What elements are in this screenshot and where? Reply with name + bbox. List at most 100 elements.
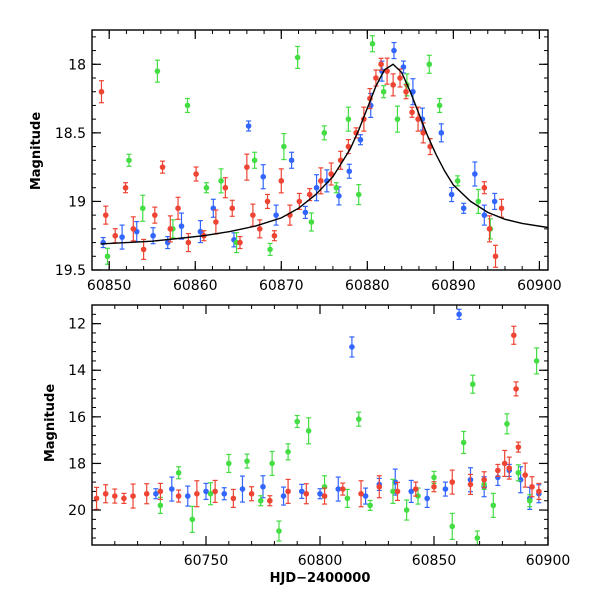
panel-top-data-point [130, 216, 137, 242]
y-tick-label: 18 [68, 57, 86, 73]
panel-bottom-data-point [355, 411, 362, 427]
panel-bottom-data-point [390, 478, 396, 505]
panel-bottom-data-point [93, 486, 100, 510]
panel-top-data-point [345, 106, 352, 132]
panel-bottom-data-point [513, 381, 519, 397]
panel-top-data-point [400, 60, 407, 74]
panel-bottom-data-point [184, 485, 191, 507]
panel-bottom-data-point [153, 488, 159, 500]
panel-bottom-data-point [495, 463, 501, 478]
panel-top-data-point [328, 162, 334, 186]
panel-top-data-point [426, 54, 433, 74]
panel-top-data-point [178, 212, 185, 240]
panel-bottom-plot-area [93, 308, 542, 545]
panel-bottom-data-point [294, 414, 301, 429]
panel-top-data-point [391, 41, 397, 60]
panel-top-data-point [420, 122, 427, 144]
panel-bottom-data-point [340, 482, 346, 496]
panel-top-data-point [369, 35, 376, 53]
panel-top-data-point [213, 209, 219, 235]
panel-top-data-point [409, 106, 415, 118]
panel-top-data-point [139, 194, 146, 222]
panel-bottom-data-point [244, 453, 250, 469]
panel-top-data-point [222, 177, 229, 199]
panel-top-data-point [448, 186, 455, 203]
panel-top-data-point [373, 69, 379, 87]
panel-top-data-point [436, 97, 443, 114]
panel-bottom-data-point [221, 487, 228, 501]
panel-bottom-data-point [522, 462, 528, 488]
panel-top-data-point [152, 206, 158, 224]
panel-bottom-data-point [501, 449, 508, 478]
y-tick-label: 16 [68, 410, 86, 426]
panel-bottom-data-point [474, 530, 481, 545]
panel-bottom-ylabel: Magnitude [43, 384, 58, 463]
panel-bottom-data-point [490, 492, 497, 518]
panel-top-data-point [154, 59, 161, 83]
panel-top-data-point [250, 203, 256, 227]
panel-bottom-xlabel: HJD−2400000 [270, 571, 371, 586]
panel-top-data-point [102, 205, 109, 225]
panel-top-data-point [264, 193, 271, 210]
panel-top-data-point [218, 168, 224, 194]
panel-top-data-point [184, 97, 191, 114]
x-tick-label: 60800 [298, 553, 343, 569]
y-tick-label: 20 [68, 503, 86, 519]
panel-top-data-point [460, 202, 467, 214]
panel-bottom-data-point [269, 450, 275, 477]
panel-bottom-data-point [460, 430, 467, 455]
panel-top-data-point [175, 196, 181, 220]
panel-bottom-data-point [317, 488, 323, 500]
panel-bottom-data-point [239, 475, 246, 503]
panel-top-data-point [100, 236, 106, 249]
panel-top-data-point [486, 215, 493, 243]
panel-bottom-data-point [511, 325, 517, 345]
panel-top-data-point [159, 160, 166, 174]
panel-bottom-data-point [533, 347, 540, 375]
panel-bottom-data-point [481, 471, 487, 489]
panel-bottom-data-point [102, 484, 109, 504]
panel-top-data-point [271, 230, 278, 242]
panel-bottom-data-point [267, 495, 273, 507]
panel-bottom-data-point [207, 482, 214, 506]
panel-top-data-point [133, 221, 140, 243]
panel-bottom-data-point [424, 488, 430, 508]
panel-top-data-point [475, 188, 482, 215]
x-tick-label: 60870 [259, 278, 304, 294]
panel-top-data-point [112, 228, 119, 244]
panel-bottom-data-point [504, 413, 510, 435]
panel-top-data-point [164, 235, 171, 250]
y-tick-label: 19 [68, 194, 86, 210]
panel-top-data-point [244, 153, 250, 181]
panel-top-data-point [260, 164, 267, 190]
panel-bottom-data-point [212, 479, 218, 504]
panel-top-data-point [237, 235, 243, 250]
panel-bottom-data-point [367, 499, 373, 511]
panel-bottom-data-point [403, 499, 410, 521]
panel-bottom-data-point [230, 488, 237, 508]
panel-bottom-data-point [449, 512, 456, 540]
panel-bottom-data-point [442, 481, 449, 497]
panel-bottom-data-point [130, 483, 136, 509]
panel-bottom-data-point [515, 441, 522, 453]
panel-bottom-data-point [169, 476, 175, 502]
panel-bottom-data-point [226, 453, 232, 474]
panel-bottom-data-point [298, 483, 305, 500]
panel-bottom-data-point [175, 466, 182, 480]
panel-bottom-data-point [529, 476, 535, 498]
panel-bottom-data-point [362, 487, 369, 505]
y-tick-label: 14 [68, 363, 86, 379]
panel-bottom-data-point [157, 482, 164, 501]
panel-top-data-point [454, 175, 461, 187]
panel-bottom-data-point [449, 469, 456, 495]
panel-bottom-data-point [515, 464, 522, 482]
panel-top-data-point [380, 85, 387, 99]
panel-bottom-data-point [112, 488, 118, 504]
panel-top-data-point [492, 244, 499, 268]
panel-top-data-point [313, 174, 320, 202]
x-tick-label: 60850 [412, 553, 457, 569]
model-fit-curve [100, 63, 548, 245]
panel-top-data-point [210, 198, 217, 218]
panel-bottom-data-point [175, 489, 182, 503]
panel-top-data-point [273, 204, 279, 226]
